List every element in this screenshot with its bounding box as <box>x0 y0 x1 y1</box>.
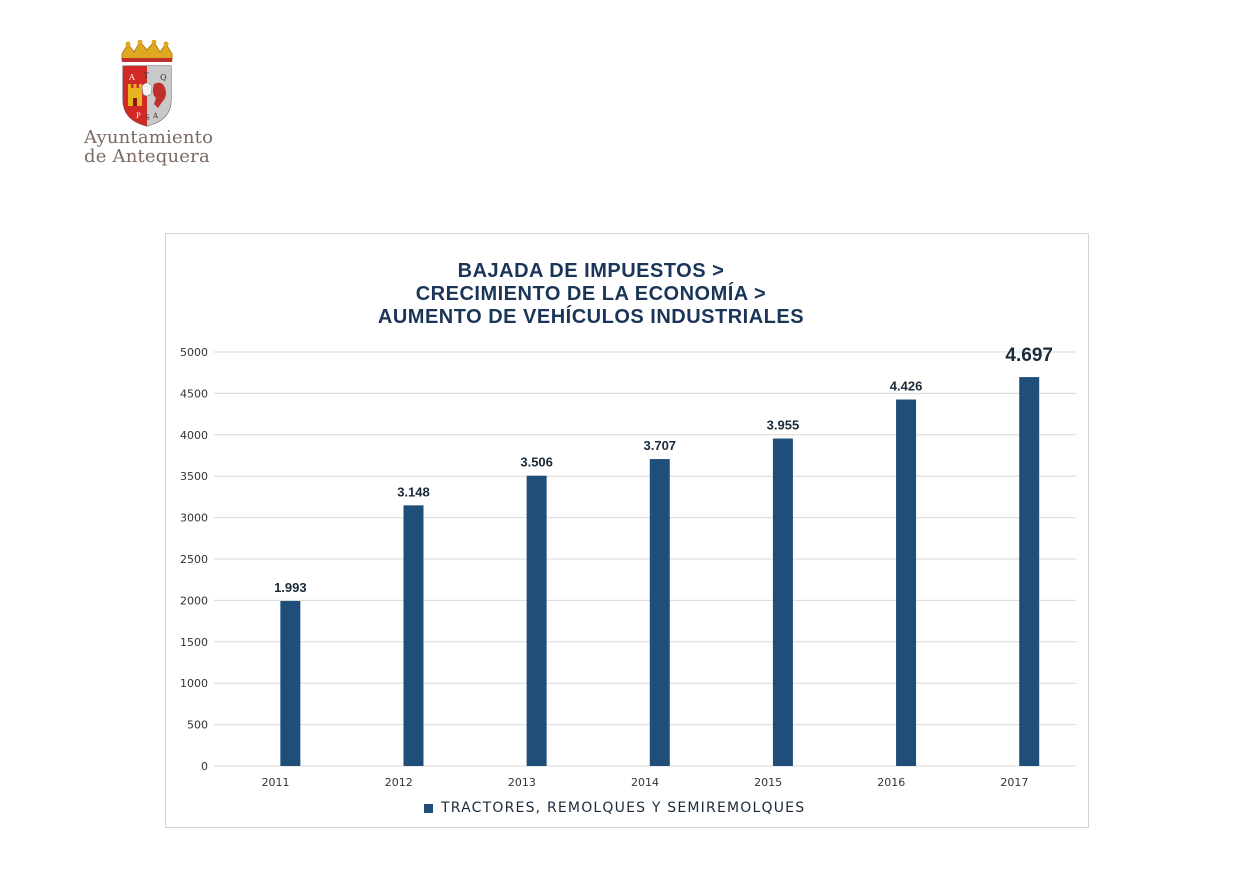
svg-text:S: S <box>145 114 150 122</box>
y-tick-label: 4000 <box>180 429 208 442</box>
y-tick-label: 3500 <box>180 470 208 483</box>
y-tick-label: 2000 <box>180 594 208 607</box>
bar <box>1019 377 1040 766</box>
y-tick-label: 1000 <box>180 677 208 690</box>
chart-title: BAJADA DE IMPUESTOS > CRECIMIENTO DE LA … <box>166 260 1016 329</box>
y-tick-label: 0 <box>201 760 208 773</box>
svg-text:P: P <box>136 112 141 120</box>
bar-chart-plot: 0 500 1000 1500 2000 2500 3000 3500 4000 4500 5000… <box>180 345 1076 789</box>
svg-text:A: A <box>128 73 135 82</box>
data-label: 4.426 <box>890 379 923 394</box>
bar <box>280 600 301 766</box>
chart-title-line-1: BAJADA DE IMPUESTOS > <box>457 260 725 282</box>
svg-text:Q: Q <box>160 73 167 82</box>
chart-title-line-2: CRECIMIENTO DE LA ECONOMÍA > <box>415 283 767 305</box>
y-tick-label: 2500 <box>180 553 208 566</box>
x-tick-label: 2015 <box>754 776 782 789</box>
legend-label: TRACTORES, REMOLQUES Y SEMIREMOLQUES <box>441 800 806 816</box>
data-label: 3.506 <box>520 455 553 470</box>
data-label: 3.955 <box>767 418 800 433</box>
svg-text:A: A <box>152 112 159 120</box>
x-tick-label: 2012 <box>385 776 413 789</box>
bar <box>403 505 424 766</box>
chart-container: BAJADA DE IMPUESTOS > CRECIMIENTO DE LA … <box>165 233 1089 828</box>
logo-line-2: de Antequera <box>84 146 210 167</box>
logo-line-1: Ayuntamiento <box>84 127 214 148</box>
y-tick-label: 1500 <box>180 636 208 649</box>
chart-title-line-3: AUMENTO DE VEHÍCULOS INDUSTRIALES <box>377 306 805 328</box>
x-tick-label: 2017 <box>1000 776 1028 789</box>
ayuntamiento-logo: A T Q P S A Ayuntamiento de Antequera <box>84 40 214 170</box>
svg-text:T: T <box>144 72 149 80</box>
legend-swatch <box>424 803 433 813</box>
data-label: 1.993 <box>274 580 307 595</box>
data-label: 3.707 <box>644 438 677 453</box>
coat-of-arms-icon: A T Q P S A <box>121 40 173 127</box>
data-label: 4.697 <box>1005 345 1053 366</box>
y-tick-label: 4500 <box>180 387 208 400</box>
bar <box>526 475 547 766</box>
bar <box>772 438 793 766</box>
x-tick-label: 2011 <box>262 776 290 789</box>
bar <box>896 399 917 766</box>
data-label: 3.148 <box>397 484 430 499</box>
x-tick-label: 2016 <box>877 776 905 789</box>
x-tick-label: 2013 <box>508 776 536 789</box>
chart-legend: TRACTORES, REMOLQUES Y SEMIREMOLQUES <box>424 800 805 816</box>
y-tick-label: 5000 <box>180 346 208 359</box>
x-tick-label: 2014 <box>631 776 659 789</box>
bar <box>649 459 670 766</box>
y-tick-label: 3000 <box>180 512 208 525</box>
y-tick-label: 500 <box>187 719 208 732</box>
logo-text: Ayuntamiento de Antequera <box>84 128 214 166</box>
